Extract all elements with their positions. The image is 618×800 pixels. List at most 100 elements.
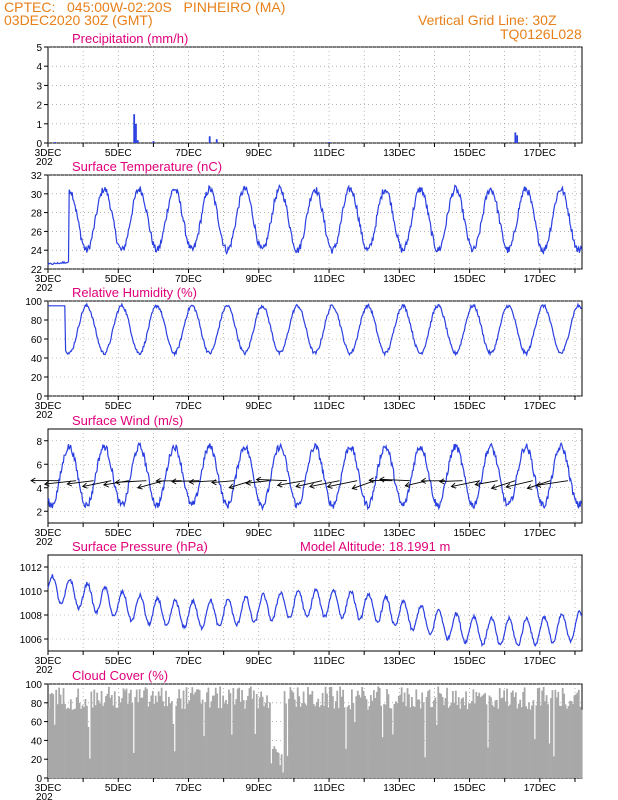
cloud-bar xyxy=(97,700,100,778)
cloud-bar xyxy=(175,705,178,778)
cloud-year-label: 202 xyxy=(36,792,53,800)
cloud-bar xyxy=(156,701,159,778)
cloud-bar xyxy=(271,748,274,778)
cloud-bar xyxy=(163,705,166,778)
precip-ytick-label: 1 xyxy=(36,120,42,131)
cloud-bar xyxy=(579,706,582,778)
cloud-bar xyxy=(465,691,467,778)
wind-vector-head xyxy=(351,484,358,491)
wind-vector xyxy=(67,480,94,485)
cloud-bar xyxy=(323,705,325,778)
wind-vector-head xyxy=(114,479,121,486)
pres-series-line xyxy=(47,574,583,648)
rh-ytick-label: 80 xyxy=(31,316,43,327)
wind-date-label: 13DEC xyxy=(383,528,415,539)
cloud-bar xyxy=(266,695,268,778)
temp-date-label: 11DEC xyxy=(313,274,345,285)
rh-year-label: 202 xyxy=(36,410,53,421)
cloud-bar xyxy=(516,708,519,778)
cloud-bar xyxy=(247,695,249,778)
temp-date-label: 13DEC xyxy=(383,274,415,285)
wind-vector-head xyxy=(309,482,315,489)
rh-date-label: 13DEC xyxy=(383,401,415,412)
cloud-bar xyxy=(337,708,340,778)
cloud-bar xyxy=(176,698,179,778)
cloud-bar xyxy=(482,694,485,778)
cloud-bar xyxy=(510,692,513,778)
cloud-bar xyxy=(558,705,561,778)
wind-vector-head xyxy=(66,480,72,487)
precip-ytick-label: 2 xyxy=(36,101,42,112)
cloud-bar xyxy=(229,693,232,778)
cloud-bar xyxy=(400,687,403,778)
wind-vector xyxy=(439,480,463,482)
cloud-bar xyxy=(397,695,400,778)
precip-year-label: 202 xyxy=(36,157,53,168)
precip-bar xyxy=(215,139,218,143)
cloud-bar xyxy=(138,689,141,778)
wind-vector xyxy=(171,480,200,482)
cloud-bar xyxy=(238,687,241,778)
cloud-bar xyxy=(370,695,372,778)
wind-vector-head xyxy=(30,477,36,484)
cloud-bar xyxy=(296,687,299,778)
cloud-bar xyxy=(409,707,412,778)
cloud-bar xyxy=(100,690,103,778)
cloud-bar xyxy=(361,686,364,778)
cloud-bar xyxy=(118,696,121,778)
wind-vector-head xyxy=(155,478,161,484)
cloud-bar xyxy=(365,699,368,778)
cloud-bar xyxy=(523,687,526,778)
cloud-bar xyxy=(210,701,213,778)
temp-ytick-label: 22 xyxy=(31,265,43,276)
cloud-bar xyxy=(61,703,63,778)
cloud-bar xyxy=(64,704,66,778)
cloud-bar xyxy=(99,703,101,778)
temp-date-label: 5DEC xyxy=(105,274,132,285)
cloud-bar xyxy=(548,743,551,778)
rh-date-label: 11DEC xyxy=(313,401,345,412)
cloud-bar xyxy=(531,705,533,778)
rh-date-label: 7DEC xyxy=(175,401,202,412)
pres-annotation: Model Altitude: 18.1991 m xyxy=(300,539,450,554)
cloud-bar xyxy=(261,696,264,778)
cloud-bar xyxy=(169,703,172,778)
cloud-ytick-label: 100 xyxy=(25,680,42,691)
precip-ytick-label: 3 xyxy=(36,81,42,92)
cloud-bar xyxy=(245,700,248,778)
cloud-bar xyxy=(349,709,352,778)
cloud-bar xyxy=(87,726,90,778)
header-line1-right: Vertical Grid Line: 30Z xyxy=(418,12,557,28)
cloud-bar xyxy=(473,703,476,778)
wind-vector xyxy=(82,480,112,487)
cloud-bar xyxy=(94,705,97,778)
cloud-bar xyxy=(560,705,563,778)
wind-vector-head xyxy=(368,477,374,484)
wind-vector xyxy=(246,480,270,484)
cloud-bar xyxy=(222,695,224,778)
cloud-bar xyxy=(566,708,568,778)
precip-bar xyxy=(328,142,331,143)
wind-vector-head xyxy=(171,478,177,485)
cloud-bar xyxy=(472,689,475,778)
cloud-bar xyxy=(211,695,214,778)
cloud-bar xyxy=(59,694,62,778)
cloud-bar xyxy=(459,708,462,778)
cloud-bar xyxy=(314,706,317,778)
cloud-bar xyxy=(285,703,287,778)
cloud-bar xyxy=(298,696,301,778)
pres-title: Surface Pressure (hPa) xyxy=(72,539,208,554)
cloud-bar xyxy=(233,704,236,778)
cloud-bar xyxy=(547,704,549,778)
cloud-bar xyxy=(96,692,99,778)
cloud-bar xyxy=(430,707,432,778)
cloud-bar xyxy=(236,688,239,778)
wind-vector-head xyxy=(255,476,262,483)
cloud-bar xyxy=(466,709,469,778)
cloud-bar xyxy=(456,705,459,778)
cloud-bar xyxy=(168,696,170,778)
cloud-ytick-label: 60 xyxy=(31,718,43,729)
cloud-bar xyxy=(258,697,261,778)
cloud-bar xyxy=(334,701,337,778)
